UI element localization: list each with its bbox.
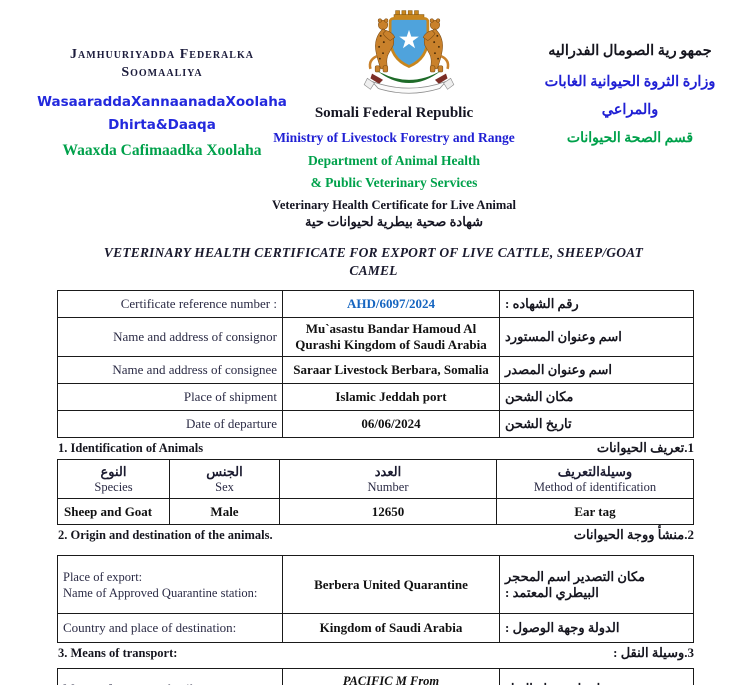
section-2-label-en: 2. Origin and destination of the animals…: [58, 527, 273, 542]
table-row: Sheep and Goat Male 12650 Ear tag: [57, 498, 694, 526]
ribbon-accent-right: [434, 73, 448, 84]
country-name: Somali Federal Republic: [314, 105, 474, 121]
header-english-block: Somali Federal Republic Ministry of Live…: [256, 105, 532, 229]
cert-ref-label-ar: رقم الشهاده :: [499, 290, 694, 319]
somalia-coat-of-arms-icon: [363, 10, 455, 94]
banner-tail-left: [363, 77, 375, 90]
department-name: Department of Animal Health: [307, 152, 481, 168]
document-title-line1: VETERINARY HEALTH CERTIFICATE FOR EXPORT…: [103, 245, 644, 260]
certificate-subtitle-en: Veterinary Health Certificate for Live A…: [271, 197, 517, 212]
destination-value: Kingdom of Saudi Arabia: [282, 613, 500, 644]
shipment-place-value: Islamic Jeddah port: [282, 383, 500, 412]
origin-destination-table: Place of export: Name of Approved Quaran…: [57, 555, 694, 644]
table-header-row: النوع Species الجنس Sex العدد Number وسي…: [57, 459, 694, 500]
transport-label: Means of transport details: [57, 668, 283, 685]
table-row: Name and address of consignor Mu`asastu …: [57, 317, 694, 358]
consignee-value: Saraar Livestock Berbara, Somalia: [282, 356, 500, 385]
transport-label-ar: تفاصيل وسيلة النقل: [499, 668, 694, 685]
cert-ref-value: AHD/6097/2024: [282, 290, 500, 319]
cert-ref-label: Certificate reference number :: [57, 290, 283, 319]
header-somali-block: Jamhuuriyadda Federalka Soomaaliya Wasaa…: [28, 46, 296, 160]
shipment-place-label: Place of shipment: [57, 383, 283, 412]
ministry-name-somali: WasaaraddaXannaanadaXoolaha: [37, 94, 287, 111]
table-row: Certificate reference number : AHD/6097/…: [57, 290, 694, 319]
export-place-label: Place of export: Name of Approved Quaran…: [57, 555, 283, 615]
method-value: Ear tag: [496, 498, 694, 526]
certificate-info-table: Certificate reference number : AHD/6097/…: [57, 290, 694, 439]
table-row: Means of transport details PACIFIC M Fro…: [57, 668, 694, 685]
number-value: 12650: [279, 498, 497, 526]
section-3-label-ar: 3.وسيلة النقل :: [613, 645, 694, 661]
header-arabic-block: جمهو رية الصومال الفدراليه وزارة الثروة …: [518, 44, 742, 146]
table-row: Place of export: Name of Approved Quaran…: [57, 555, 694, 615]
export-place-label-ar: مكان التصدير اسم المحجر البيطري المعتمد …: [499, 555, 694, 615]
shipment-place-label-ar: مكان الشحن: [499, 383, 694, 412]
section-2-heading: 2. Origin and destination of the animals…: [57, 525, 695, 546]
table-row: Country and place of destination: Kingdo…: [57, 613, 694, 644]
laurel-leaves: [376, 70, 442, 84]
consignee-label: Name and address of consignee: [57, 356, 283, 385]
ministry-name-ar-2: والمراعي: [601, 102, 659, 118]
ribbon-accent-left: [370, 73, 384, 84]
services-name: & Public Veterinary Services: [310, 175, 478, 190]
section-2-label-ar: 2.منشأ ووجة الحيوانات: [573, 527, 694, 543]
consignor-label-ar: اسم وعنوان المستورد: [499, 317, 694, 358]
republic-name-somali-2: Soomaaliya: [121, 65, 203, 81]
transport-value: PACIFIC M From BERBERA TO JEDDAH: [282, 668, 500, 685]
department-name-ar: قسم الصحة الحيوانات: [566, 130, 694, 146]
consignor-label: Name and address of consignor: [57, 317, 283, 358]
method-header: وسيلةالتعريف Method of identification: [496, 459, 694, 500]
animal-identification-table: النوع Species الجنس Sex العدد Number وسي…: [57, 459, 694, 526]
section-1-label-ar: 1.تعريف الحيوانات: [596, 440, 694, 456]
sex-header: الجنس Sex: [169, 459, 280, 500]
department-name-somali: Waaxda Cafimaadka Xoolaha: [62, 141, 262, 159]
section-3-label-en: 3. Means of transport:: [58, 645, 178, 660]
departure-date-label-ar: تاريخ الشحن: [499, 410, 694, 439]
section-1-label-en: 1. Identification of Animals: [58, 440, 204, 455]
document-title: VETERINARY HEALTH CERTIFICATE FOR EXPORT…: [0, 244, 747, 280]
table-row: Name and address of consignee Saraar Liv…: [57, 356, 694, 385]
species-header: النوع Species: [57, 459, 170, 500]
banner-tail-right: [443, 77, 455, 90]
banner-scroll: [371, 81, 447, 94]
destination-label: Country and place of destination:: [57, 613, 283, 644]
leopard-left: [368, 18, 396, 73]
ministry-name-ar: وزارة الثروة الحيوانية الغابات: [544, 73, 716, 90]
table-row: Place of shipment Islamic Jeddah port مك…: [57, 383, 694, 412]
sex-value: Male: [169, 498, 280, 526]
transport-table: Means of transport details PACIFIC M Fro…: [57, 668, 694, 685]
section-1-heading: 1. Identification of Animals 1.تعريف الح…: [57, 438, 695, 459]
consignor-value: Mu`asastu Bandar Hamoud Al Qurashi Kingd…: [282, 317, 500, 358]
country-name-ar: جمهو رية الصومال الفدراليه: [548, 43, 712, 59]
document-title-line2: CAMEL: [349, 263, 398, 279]
ministry-name: Ministry of Livestock Forestry and Range: [273, 130, 515, 145]
consignee-label-ar: اسم وعنوان المصدر: [499, 356, 694, 385]
quarantine-value: Berbera United Quarantine: [282, 555, 500, 615]
number-header: العدد Number: [279, 459, 497, 500]
section-3-heading: 3. Means of transport: 3.وسيلة النقل :: [57, 643, 695, 664]
species-value: Sheep and Goat: [57, 498, 170, 526]
republic-name-somali: Jamhuuriyadda Federalka: [70, 47, 254, 62]
table-row: Date of departure 06/06/2024 تاريخ الشحن: [57, 410, 694, 439]
departure-date-value: 06/06/2024: [282, 410, 500, 439]
ministry-name-somali-2: Dhirta&Daaqa: [108, 116, 216, 133]
certificate-subtitle-ar: شهادة صحية بيطرية لحيوانات حية: [304, 214, 484, 229]
white-star: [399, 29, 419, 49]
departure-date-label: Date of departure: [57, 410, 283, 439]
destination-label-ar: الدولة وجهة الوصول :: [499, 613, 694, 644]
document-header: Jamhuuriyadda Federalka Soomaaliya Wasaa…: [0, 0, 747, 240]
